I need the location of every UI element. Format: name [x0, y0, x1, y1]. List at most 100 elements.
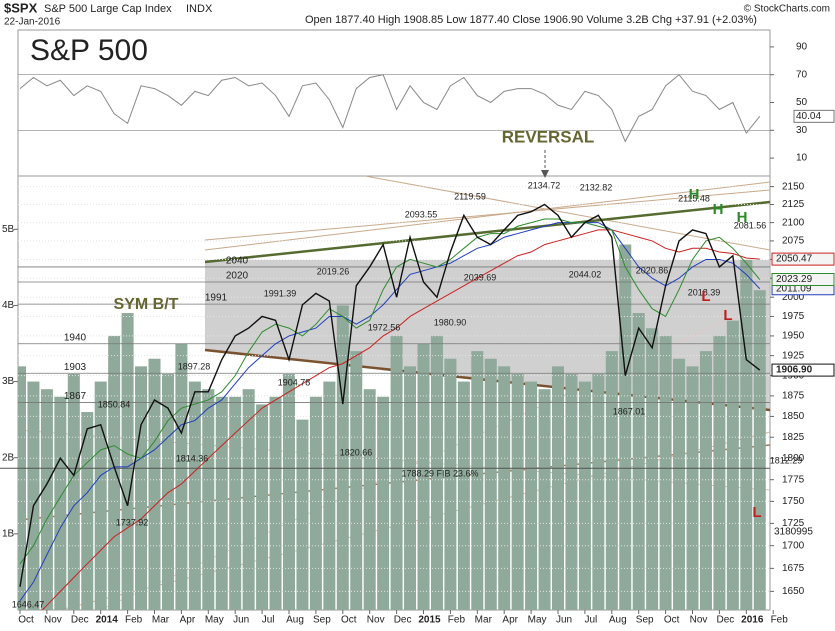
volume-bar: [283, 373, 295, 610]
annotation: 2020.86: [636, 265, 669, 275]
volume-bar: [121, 313, 134, 610]
annotation: L: [752, 504, 761, 521]
volume-bar: [511, 373, 524, 610]
last-label: 2011.09: [776, 283, 812, 294]
x-tick-label: Feb: [448, 615, 466, 626]
price-line: [19, 203, 761, 587]
y-tick-label: 1950: [782, 331, 805, 342]
x-tick-label: Feb: [125, 615, 143, 626]
chart-title: S&P 500: [30, 34, 148, 67]
volume-bar: [309, 396, 322, 610]
x-tick-label: Apr: [180, 615, 196, 626]
symbol: $SPX: [4, 0, 38, 15]
volume-bar: [552, 366, 564, 610]
level-label: 2020: [226, 271, 249, 282]
x-tick-label: Nov: [44, 615, 62, 626]
y-tick-label: 1650: [782, 586, 805, 597]
volume-tick-label: 5B: [2, 224, 15, 235]
y-tick-label: 1700: [782, 540, 805, 551]
volume-bar: [699, 351, 712, 610]
credit: © StockCharts.com: [744, 4, 830, 15]
y-tick-label: 2150: [782, 181, 805, 192]
y-tick-label: 1850: [782, 411, 805, 422]
volume-bars: [18, 244, 766, 610]
annotation: 1820.66: [340, 447, 373, 457]
x-tick-label: Feb: [771, 615, 789, 626]
x-tick-label: Jun: [556, 615, 572, 626]
volume-bar: [108, 335, 121, 610]
y-tick-label: 2075: [782, 236, 805, 247]
x-tick-label: Apr: [502, 615, 518, 626]
rsi-last-label: 40.04: [796, 111, 821, 122]
y-tick-label: 2125: [782, 199, 805, 210]
x-tick-label: Nov: [690, 615, 708, 626]
volume-bar: [430, 335, 443, 610]
y-tick-label: 1725: [782, 518, 805, 529]
y-tick-label: 1875: [782, 391, 805, 402]
last-label: 2023.29: [776, 274, 813, 285]
volume-bar: [54, 396, 67, 610]
x-tick-label: Dec: [717, 615, 735, 626]
x-tick-label: Sep: [636, 615, 654, 626]
volume-bar: [713, 335, 726, 610]
volume-bar: [215, 396, 228, 610]
volume-bar: [498, 366, 511, 610]
rsi-tick-label: 50: [796, 97, 808, 108]
volume-bar: [632, 313, 645, 610]
volume-bar: [256, 404, 269, 610]
volume-bar: [578, 381, 591, 610]
annotation: 2081.56: [734, 220, 767, 230]
rsi-tick-label: 10: [796, 153, 808, 164]
x-tick-label: Oct: [664, 615, 680, 626]
annotation: 1904.78: [278, 377, 311, 387]
x-tick-label: Sep: [313, 615, 331, 626]
y-tick-label: 1775: [782, 474, 805, 485]
volume-bar: [67, 373, 80, 610]
x-tick-label: Jul: [585, 615, 598, 626]
x-tick-label: Aug: [609, 615, 627, 626]
volume-bar: [565, 373, 578, 610]
volume-bar: [363, 389, 376, 610]
x-tick-label: 2016: [741, 615, 764, 626]
annotation: 1991.39: [264, 288, 297, 298]
annotation: 2039.69: [464, 272, 497, 282]
quote: Open 1877.40 High 1908.85 Low 1877.40 Cl…: [305, 14, 757, 26]
y-tick-label: 1675: [782, 563, 805, 574]
x-tick-label: Mar: [152, 615, 170, 626]
y-tick-label: 2100: [782, 217, 805, 228]
rsi-last-box: [793, 109, 835, 123]
volume-bar: [417, 343, 430, 610]
rsi-tick-label: 90: [796, 42, 808, 53]
x-tick-label: Mar: [475, 615, 493, 626]
volume-bar: [18, 366, 26, 610]
volume-bar: [525, 381, 538, 610]
y-tick-label: 1800: [782, 453, 805, 464]
volume-bar: [175, 343, 188, 610]
volume-bar: [726, 320, 739, 610]
annotation: 2018.39: [688, 287, 721, 297]
volume-bar: [471, 351, 484, 610]
volume-bar: [323, 381, 336, 610]
volume-tick-label: 1B: [2, 529, 15, 540]
volume-bar: [148, 358, 161, 610]
level-label: 1940: [64, 332, 87, 343]
volume-bar: [161, 373, 174, 610]
volume-tick-label: 4B: [2, 300, 15, 311]
volume-last-label: 3180995: [774, 527, 813, 538]
last-label: 2050.47: [776, 254, 813, 265]
exchange: INDX: [186, 3, 213, 15]
volume-bar: [457, 381, 470, 610]
x-tick-label: Nov: [367, 615, 385, 626]
volume-bar: [40, 389, 53, 610]
annotation: 1972.56: [368, 322, 401, 332]
x-tick-label: Jul: [262, 615, 275, 626]
last-box: [771, 363, 835, 377]
x-tick-label: Oct: [18, 615, 34, 626]
volume-bar: [188, 381, 201, 610]
annotation: 2119.59: [454, 191, 486, 201]
x-tick-label: 2015: [418, 615, 441, 626]
annotation: L: [723, 307, 732, 324]
volume-bar: [377, 396, 390, 610]
volume-bar: [646, 328, 659, 610]
moving-average: [41, 229, 760, 610]
